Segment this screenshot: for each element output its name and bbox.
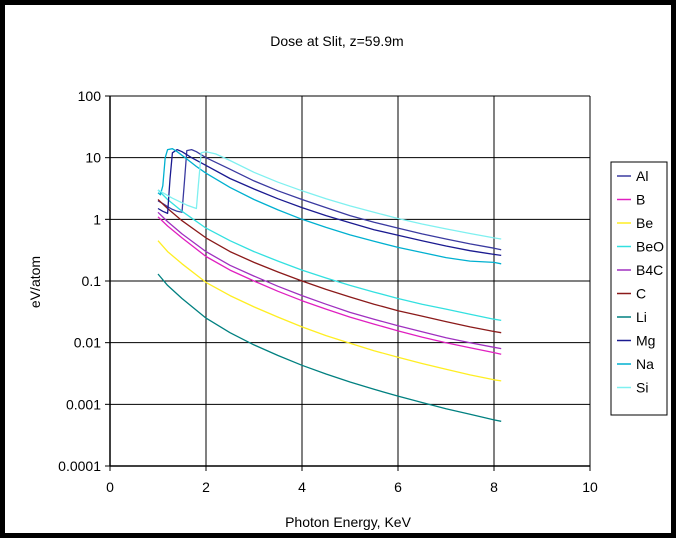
- x-tick-label: 10: [582, 479, 598, 495]
- y-axis-label: eV/atom: [27, 256, 43, 308]
- y-tick-label: 1: [93, 211, 101, 227]
- legend-label-c: C: [636, 286, 646, 302]
- x-tick-label: 0: [106, 479, 114, 495]
- legend-label-be: Be: [636, 215, 653, 231]
- series-line-li: [157, 273, 502, 422]
- x-axis-label: Photon Energy, KeV: [285, 514, 411, 530]
- legend-label-mg: Mg: [636, 333, 655, 349]
- y-tick-labels: 0.0001 0.001 0.01 0.1 1 10 100: [58, 88, 101, 474]
- chart-title: Dose at Slit, z=59.9m: [270, 33, 403, 49]
- series-line-b4c: [157, 211, 502, 350]
- y-tick-label: 0.1: [82, 273, 102, 289]
- series-line-al: [157, 148, 502, 251]
- legend: Al B Be BeO B4C C Li Mg Na Si: [617, 168, 664, 396]
- x-tick-labels: 0 2 4 6 8 10: [106, 479, 598, 495]
- legend-label-b4c: B4C: [636, 262, 663, 278]
- y-tick-label: 0.01: [74, 335, 101, 351]
- legend-label-b: B: [636, 192, 645, 208]
- series-line-na: [157, 148, 502, 265]
- x-tick-label: 8: [490, 479, 498, 495]
- x-tick-label: 2: [202, 479, 210, 495]
- y-tick-label: 0.001: [66, 396, 101, 412]
- axes: [105, 95, 591, 471]
- series-line-mg: [157, 148, 502, 257]
- series-line-si: [157, 151, 502, 240]
- series-line-c: [157, 199, 502, 334]
- y-tick-label: 0.0001: [58, 458, 101, 474]
- legend-label-li: Li: [636, 309, 647, 325]
- y-tick-label: 10: [85, 150, 101, 166]
- series-lines: [157, 148, 502, 422]
- x-tick-label: 4: [298, 479, 306, 495]
- series-line-b: [157, 216, 502, 355]
- legend-label-si: Si: [636, 380, 648, 396]
- legend-box: [610, 161, 668, 416]
- legend-label-na: Na: [636, 356, 654, 372]
- y-tick-label: 100: [78, 88, 102, 104]
- series-line-beo: [157, 189, 502, 322]
- series-line-be: [157, 240, 502, 382]
- grid: [109, 95, 591, 467]
- legend-label-beo: BeO: [636, 239, 664, 255]
- x-tick-label: 6: [394, 479, 402, 495]
- legend-label-al: Al: [636, 168, 648, 184]
